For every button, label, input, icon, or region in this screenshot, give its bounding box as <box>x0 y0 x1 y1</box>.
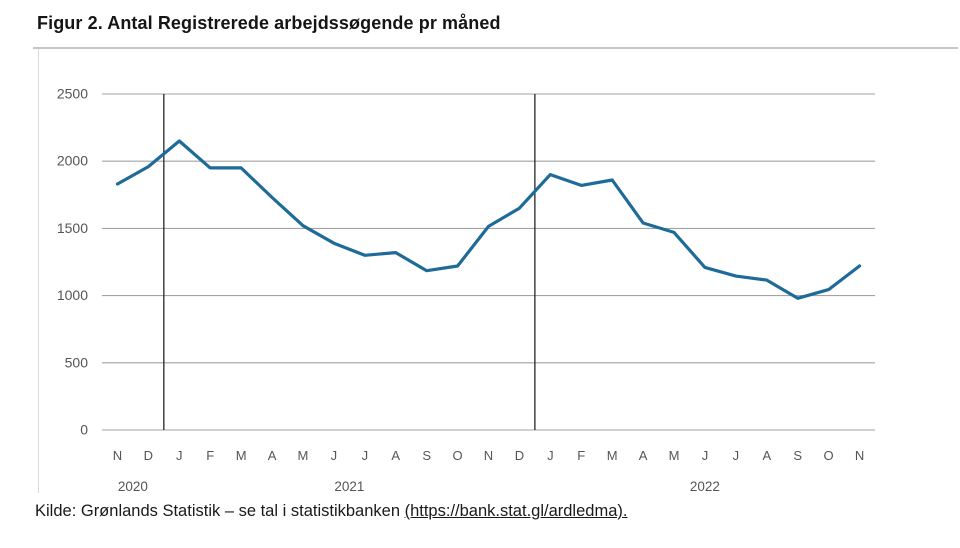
line-chart: 0 500 1000 1500 2000 2500 N D J F M A M J J A S O N D J F M A M J… <box>57 86 875 494</box>
month-label: M <box>298 448 309 463</box>
year-label: 2020 <box>118 479 148 494</box>
month-label: S <box>793 448 802 463</box>
year-label: 2022 <box>690 479 720 494</box>
month-label: M <box>669 448 680 463</box>
title-divider <box>33 47 958 49</box>
month-label: A <box>639 448 648 463</box>
month-label: O <box>453 448 463 463</box>
series-line <box>115 139 862 300</box>
month-label: F <box>577 448 585 463</box>
month-label: D <box>515 448 524 463</box>
source-link[interactable]: (https://bank.stat.gl/ardledma). <box>404 502 628 520</box>
month-label: D <box>144 448 153 463</box>
month-label: F <box>206 448 214 463</box>
source-line: Kilde: Grønlands Statistik – se tal i st… <box>35 502 627 521</box>
chart-panel-border <box>38 49 39 493</box>
month-label: S <box>422 448 431 463</box>
y-tick-label: 2000 <box>57 153 88 169</box>
month-label: J <box>733 448 740 463</box>
month-label: M <box>236 448 247 463</box>
y-tick-label: 2500 <box>57 86 88 102</box>
month-label: J <box>702 448 709 463</box>
month-label: O <box>824 448 834 463</box>
figure-title: Figur 2. Antal Registrerede arbejdssøgen… <box>37 13 501 33</box>
month-label: J <box>547 448 554 463</box>
month-label: A <box>762 448 771 463</box>
month-label: A <box>391 448 400 463</box>
month-label: J <box>176 448 183 463</box>
month-label: M <box>607 448 618 463</box>
y-tick-label: 0 <box>80 422 88 438</box>
y-tick-label: 500 <box>65 354 89 370</box>
month-label: J <box>331 448 338 463</box>
source-text: Kilde: Grønlands Statistik – se tal i st… <box>35 502 405 520</box>
y-tick-label: 1500 <box>57 220 88 236</box>
month-label: N <box>855 448 864 463</box>
month-label: J <box>362 448 369 463</box>
year-label: 2021 <box>334 479 364 494</box>
month-label: N <box>484 448 493 463</box>
month-label: A <box>268 448 277 463</box>
month-label: N <box>113 448 122 463</box>
y-tick-label: 1000 <box>57 287 88 303</box>
